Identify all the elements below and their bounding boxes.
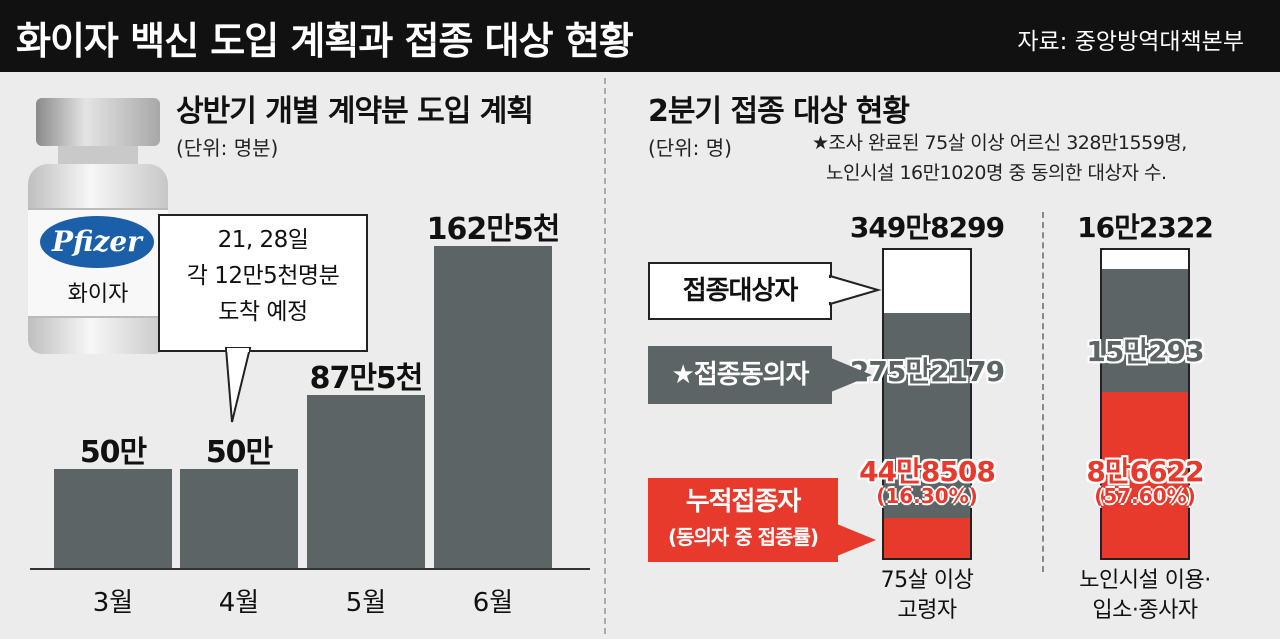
vaccinated-value-label: 44만8508 [859,455,996,488]
legend-vaccinated-label: 누적접종자 [685,487,802,517]
total-label: 16만2322 [1077,211,1214,244]
left-chart-unit: (단위: 명분) [176,136,279,160]
vial-neck [58,146,138,166]
bar-value-label: 50만 [205,434,273,470]
vaccinated-value-label: 8만6622 [1086,455,1204,488]
total-label: 349만8299 [849,211,1005,244]
bar-value-label: 50만 [79,434,147,470]
vaccination-rate-label: (16.30%) [876,484,978,508]
category-label: 노인시설 이용· [1079,568,1211,593]
header: 화이자 백신 도입 계획과 접종 대상 현황 자료: 중앙방역대책본부 [0,0,1280,72]
bar-6월 [434,246,552,568]
category-label: 75살 이상 [880,568,974,593]
bar-value-label: 87만5천 [309,360,424,396]
vial-brand-label: 화이자 [67,282,129,307]
pfizer-logo: Pfizer [40,216,154,268]
right-chart-title: 2분기 접종 대상 현황 [648,94,910,129]
right-chart-unit: (단위: 명) [648,136,732,160]
delivery-callout: 21, 28일 각 12만5천명분 도착 예정 [158,214,368,352]
pfizer-vial-icon: Pfizer 화이자 [22,98,174,358]
vaccinated-segment [1102,391,1188,558]
callout-line-2: 각 12만5천명분 [186,263,340,289]
x-tick-label: 5월 [345,588,387,618]
callout-line-1: 21, 28일 [217,227,309,253]
stacked-bar [1100,248,1190,560]
legend-consent: ★접종동의자 [648,346,832,404]
category-label: 고령자 [897,598,957,623]
bar-value-label: 162만5천 [426,212,561,247]
stacked-bar [882,248,972,560]
source-label: 자료: 중앙방역대책본부 [1017,29,1244,55]
bar-4월 [180,468,298,568]
category-label: 입소·종사자 [1092,598,1198,623]
callout-pointer [224,347,252,423]
consent-segment [884,312,970,558]
legend-vaccinated-sub: (동의자 중 접종률) [667,525,819,549]
group-separator [1042,212,1044,572]
vial-cap [36,98,160,146]
panel-divider [604,78,606,634]
left-chart-baseline [30,568,590,570]
bar-5월 [307,394,425,568]
left-chart-title: 상반기 개별 계약분 도입 계획 [176,94,534,129]
bar-3월 [54,468,172,568]
x-tick-label: 6월 [472,588,514,618]
vaccinated-segment [884,518,970,558]
consent-value-label: 15만293 [1086,335,1204,368]
x-tick-label: 3월 [92,588,134,618]
note-line-2: 노인시설 16만1020명 중 동의한 대상자 수. [826,162,1167,184]
vaccination-rate-label: (57.60%) [1094,484,1196,508]
legend-vaccinated: 누적접종자 (동의자 중 접종률) [648,478,838,562]
legend-target: 접종대상자 [648,262,832,320]
consent-value-label: 275만2179 [849,355,1005,388]
note-line-1: ★조사 완료된 75살 이상 어르신 328만1559명, [812,132,1187,154]
callout-line-3: 도착 예정 [218,299,308,325]
page-title: 화이자 백신 도입 계획과 접종 대상 현황 [16,19,634,63]
x-tick-label: 4월 [218,588,260,618]
